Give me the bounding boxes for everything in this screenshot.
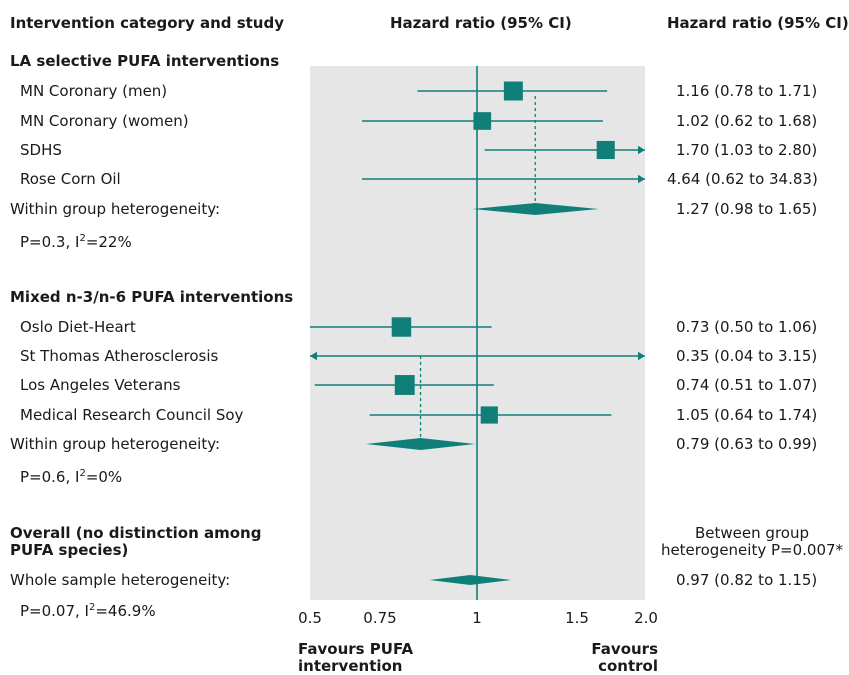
study-name: St Thomas Atherosclerosis — [20, 347, 219, 365]
group-label-mixed: Mixed n-3/n-6 PUFA interventions — [10, 288, 294, 306]
pooled-label: Within group heterogeneity: — [10, 200, 221, 218]
pooled-label: Whole sample heterogeneity: — [10, 571, 231, 589]
pooled-diamond — [472, 203, 599, 215]
favours-right: Favours — [591, 640, 658, 658]
overall-label-line2: PUFA species) — [10, 541, 129, 559]
favours-left: Favours PUFA — [298, 640, 414, 658]
favours-left-line2: intervention — [298, 657, 403, 675]
point-estimate-square — [596, 140, 615, 160]
ci-text: 0.74 (0.51 to 1.07) — [676, 376, 818, 394]
ci-text: 0.79 (0.63 to 0.99) — [676, 435, 818, 453]
heterogeneity-stat: P=0.6, I2=0% — [20, 468, 123, 486]
ci-text: 0.73 (0.50 to 1.06) — [676, 318, 818, 336]
study-name: Medical Research Council Soy — [20, 406, 244, 424]
header-ci: Hazard ratio (95% CI) — [667, 14, 849, 32]
ci-arrow-right — [638, 174, 645, 184]
pooled-label: Within group heterogeneity: — [10, 435, 221, 453]
tick-label: 1.5 — [565, 609, 589, 627]
between-group-heterogeneity-line2: heterogeneity P=0.007* — [660, 541, 844, 559]
tick-label: 0.5 — [298, 609, 322, 627]
ci-text: 1.02 (0.62 to 1.68) — [676, 112, 818, 130]
study-name: Los Angeles Veterans — [20, 376, 181, 394]
header-study: Intervention category and study — [10, 14, 284, 32]
favours-right-line2: control — [598, 657, 658, 675]
point-estimate-square — [473, 112, 492, 130]
tick-label: 2.0 — [634, 609, 658, 627]
ci-arrow-right — [638, 351, 645, 361]
between-group-heterogeneity: Between group — [695, 524, 809, 542]
point-estimate-square — [480, 406, 498, 424]
point-estimate-square — [503, 81, 523, 101]
ci-text: 1.16 (0.78 to 1.71) — [676, 82, 818, 100]
point-estimate-square — [391, 317, 412, 337]
heterogeneity-stat: P=0.07, I2=46.9% — [20, 602, 156, 620]
study-name: Oslo Diet-Heart — [20, 318, 136, 336]
point-estimate-square — [394, 375, 415, 395]
ci-text: 1.27 (0.98 to 1.65) — [676, 200, 818, 218]
ci-text: 0.35 (0.04 to 3.15) — [676, 347, 818, 365]
ci-text: 1.70 (1.03 to 2.80) — [676, 141, 818, 159]
pooled-diamond — [365, 438, 476, 450]
header-plot: Hazard ratio (95% CI) — [390, 14, 572, 32]
overall-diamond — [429, 575, 512, 585]
tick-label: 1 — [472, 609, 482, 627]
overall-label: Overall (no distinction among — [10, 524, 262, 542]
study-name: Rose Corn Oil — [20, 170, 121, 188]
ci-text: 4.64 (0.62 to 34.83) — [667, 170, 818, 188]
study-name: MN Coronary (women) — [20, 112, 189, 130]
heterogeneity-stat: P=0.3, I2=22% — [20, 233, 132, 251]
ci-text: 0.97 (0.82 to 1.15) — [676, 571, 818, 589]
ci-arrow-right — [638, 145, 645, 155]
study-name: SDHS — [20, 141, 62, 159]
ci-text: 1.05 (0.64 to 1.74) — [676, 406, 818, 424]
tick-label: 0.75 — [363, 609, 397, 627]
study-name: MN Coronary (men) — [20, 82, 168, 100]
ci-arrow-left — [310, 351, 317, 361]
group-label-la: LA selective PUFA interventions — [10, 52, 280, 70]
